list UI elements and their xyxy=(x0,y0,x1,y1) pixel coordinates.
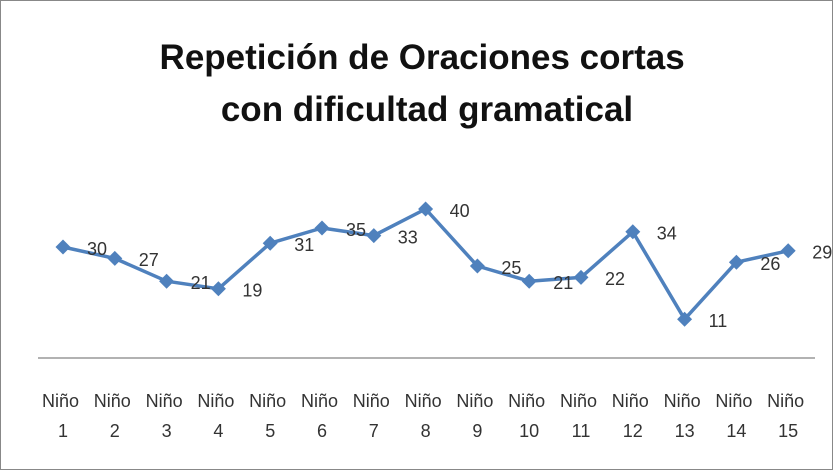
data-point xyxy=(55,239,71,255)
x-tick-label: Niño 1 xyxy=(42,391,84,441)
data-label: 30 xyxy=(87,239,107,259)
x-tick-label: Niño 5 xyxy=(249,391,291,441)
x-tick-label: Niño 7 xyxy=(353,391,395,441)
x-tick-label: Niño 6 xyxy=(301,391,343,441)
x-tick-label: Niño 11 xyxy=(560,391,602,441)
data-label: 29 xyxy=(812,243,832,263)
data-label: 22 xyxy=(605,269,625,289)
x-tick-label: Niño 2 xyxy=(94,391,136,441)
data-label: 31 xyxy=(294,235,314,255)
x-tick-label: Niño 8 xyxy=(405,391,447,441)
x-tick-label: Niño 13 xyxy=(664,391,706,441)
data-point xyxy=(677,311,693,327)
x-tick-label: Niño 10 xyxy=(508,391,550,441)
data-point xyxy=(573,269,589,285)
data-point xyxy=(418,201,434,217)
chart-title: Repetición de Oraciones cortas con dific… xyxy=(160,38,695,129)
data-point xyxy=(469,258,485,274)
data-point xyxy=(780,243,796,259)
data-label: 19 xyxy=(242,281,262,301)
data-label: 27 xyxy=(139,250,159,270)
data-label: 33 xyxy=(398,227,418,247)
data-point xyxy=(314,220,330,236)
data-point xyxy=(262,235,278,251)
data-point xyxy=(159,273,175,289)
data-label: 26 xyxy=(760,254,780,274)
data-label: 40 xyxy=(450,201,470,221)
data-label: 25 xyxy=(501,258,521,278)
data-point xyxy=(625,224,641,240)
x-tick-label: Niño 15 xyxy=(767,391,809,441)
data-label: 34 xyxy=(657,224,677,244)
data-point xyxy=(728,254,744,270)
x-tick-label: Niño 9 xyxy=(456,391,498,441)
data-point xyxy=(107,250,123,266)
x-tick-label: Niño 12 xyxy=(612,391,654,441)
data-point xyxy=(366,228,382,244)
data-point xyxy=(210,281,226,297)
data-label: 21 xyxy=(553,273,573,293)
data-point xyxy=(521,273,537,289)
x-tick-label: Niño 4 xyxy=(197,391,239,441)
x-tick-label: Niño 14 xyxy=(715,391,757,441)
data-label: 11 xyxy=(709,311,728,331)
data-label: 21 xyxy=(191,273,211,293)
x-tick-label: Niño 3 xyxy=(146,391,188,441)
data-label: 35 xyxy=(346,220,366,240)
